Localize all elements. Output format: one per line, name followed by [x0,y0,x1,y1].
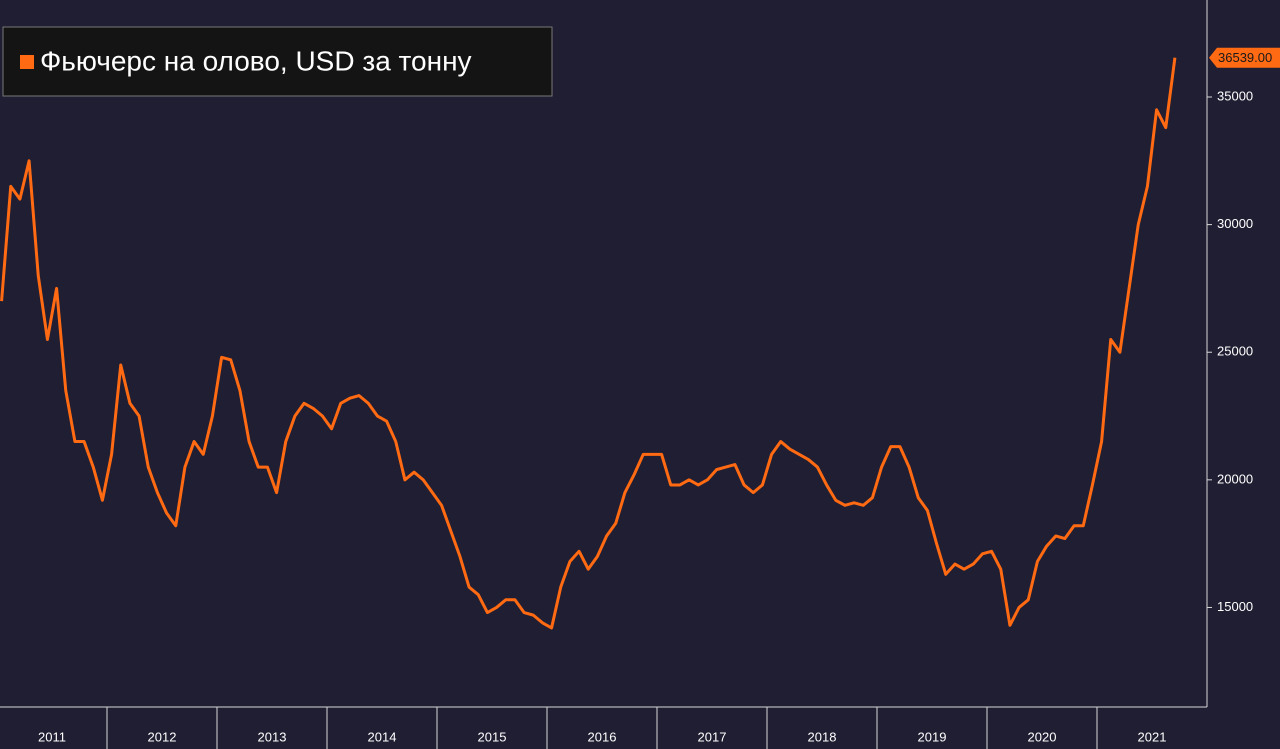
price-line [0,57,1177,630]
x-tick-label: 2015 [478,729,507,744]
last-price-label: 36539.00 [1218,50,1272,65]
y-tick-label: 15000 [1217,599,1253,614]
x-tick-label: 2011 [38,729,66,744]
x-tick-label: 2021 [1138,729,1167,744]
legend-swatch [20,55,34,69]
legend-box [2,26,553,97]
x-tick-label: 2016 [588,729,617,744]
x-tick-label: 2020 [1028,729,1057,744]
x-tick-label: 2019 [918,729,947,744]
y-tick-label: 30000 [1217,216,1253,231]
y-tick-label: 25000 [1217,344,1253,359]
x-tick-label: 2013 [258,729,287,744]
x-tick-label: 2012 [148,729,177,744]
plot-area [0,57,1177,630]
legend-label: Фьючерс на олово, USD за тонну [40,45,472,76]
x-tick-label: 2018 [808,729,837,744]
x-tick-label: 2014 [368,729,397,744]
y-tick-label: 35000 [1217,88,1253,103]
x-tick-label: 2017 [698,729,727,744]
last-price-tag [1209,47,1280,68]
y-tick-label: 20000 [1217,471,1253,486]
